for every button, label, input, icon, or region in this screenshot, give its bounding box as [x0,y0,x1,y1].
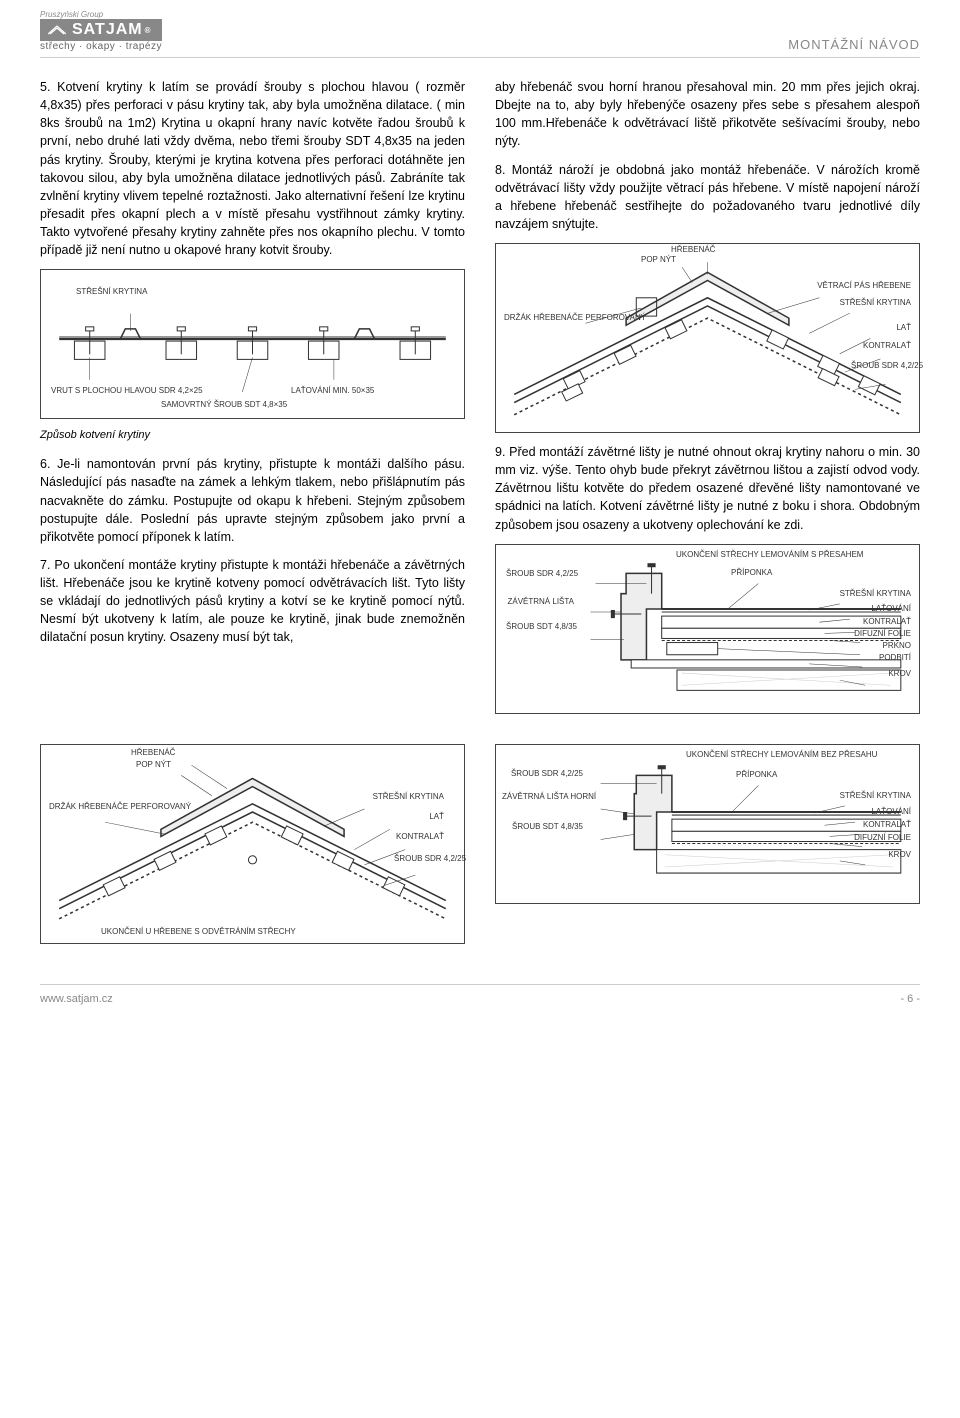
ridge-section-diagram [49,753,456,926]
fig2-krytina: STŘEŠNÍ KRYTINA [840,299,911,308]
fig5-sroub2: ŠROUB SDT 4,8/35 [508,823,583,832]
para-5: 5. Kotvení krytiny k latím se provádí šr… [40,78,465,259]
fig4-sroub: ŠROUB SDR 4,2/25 [394,855,444,864]
fig1-caption: Způsob kotvení krytiny [40,429,465,441]
fig3-krov: KROV [888,670,911,679]
fig2-sroub: ŠROUB SDR 4,2/25 [851,362,911,371]
fig3-kontralat: KONTRALAŤ [863,618,911,627]
para-7-cont: aby hřebenáč svou horní hranou přesahova… [495,78,920,151]
bottom-left: HŘEBENÁČ POP NÝT DRŽÁK HŘEBENÁČE PERFORO… [40,734,465,954]
fig4-popnyt: POP NÝT [136,761,171,770]
fig3-priponka: PŘÍPONKA [731,569,772,578]
fig5-folie: DIFUZNÍ FOLIE [854,834,911,843]
fig3-sroub1: ŠROUB SDR 4,2/25 [506,570,576,579]
fig3-sroub2: ŠROUB SDT 4,8/35 [506,623,576,632]
fig4-hrebenac: HŘEBENÁČ [131,749,175,758]
fig5-title: UKONČENÍ STŘECHY LEMOVÁNÍM BEZ PŘESAHU [686,751,856,760]
fig3-lista: ZÁVĚTRNÁ LIŠTA [502,598,574,607]
bottom-right: UKONČENÍ STŘECHY LEMOVÁNÍM BEZ PŘESAHU Š… [495,734,920,954]
fig2-lat: LAŤ [896,324,911,333]
para-8: 8. Montáž nároží je obdobná jako montáž … [495,161,920,234]
fig5-latovani: LAŤOVÁNÍ [871,808,911,817]
fig1-label-vrut: VRUT S PLOCHOU HLAVOU SDR 4,2×25 [51,387,203,396]
logo-block: Pruszyński Group SATJAM ® střechy · okap… [40,10,162,52]
fig3-title: UKONČENÍ STŘECHY LEMOVÁNÍM S PŘESAHEM [676,551,846,560]
ridge-vent-diagram [504,252,911,425]
right-column: aby hřebenáč svou horní hranou přesahova… [495,78,920,724]
footer-page: - 6 - [900,993,920,1005]
footer-url: www.satjam.cz [40,993,113,1005]
fig3-krytina: STŘEŠNÍ KRYTINA [840,590,911,599]
fig2-popnyt: POP NÝT [641,256,676,265]
para-9: 9. Před montáží závětrné lišty je nutné … [495,443,920,534]
figure-ridge-vent: HŘEBENÁČ POP NÝT DRŽÁK HŘEBENÁČE PERFORO… [495,243,920,433]
figure-verge-no-overhang: UKONČENÍ STŘECHY LEMOVÁNÍM BEZ PŘESAHU Š… [495,744,920,904]
figure-ridge-section: HŘEBENÁČ POP NÝT DRŽÁK HŘEBENÁČE PERFORO… [40,744,465,944]
para-6: 6. Je-li namontován první pás krytiny, p… [40,455,465,546]
fig3-latovani: LAŤOVÁNÍ [871,605,911,614]
figure-verge-overhang: UKONČENÍ STŘECHY LEMOVÁNÍM S PŘESAHEM ŠR… [495,544,920,714]
fig5-kontralat: KONTRALAŤ [863,821,911,830]
logo-subtitle: střechy · okapy · trapézy [40,41,162,52]
left-column: 5. Kotvení krytiny k latím se provádí šr… [40,78,465,724]
fig5-priponka: PŘÍPONKA [736,771,777,780]
roof-icon [48,24,66,36]
logo-top-text: Pruszyński Group [40,10,162,19]
fig1-label-latovani: LAŤOVÁNÍ MIN. 50×35 [291,387,374,396]
page-footer: www.satjam.cz - 6 - [40,984,920,1005]
logo-main-text: SATJAM [72,21,143,39]
fig2-kontralat: KONTRALAŤ [863,342,911,351]
logo-main: SATJAM ® [40,19,162,41]
para-7: 7. Po ukončení montáže krytiny přistupte… [40,556,465,647]
fig4-caption: UKONČENÍ U HŘEBENE S ODVĚTRÁNÍM STŘECHY [101,928,296,937]
fig5-krov: KROV [888,851,911,860]
fig4-krytina: STŘEŠNÍ KRYTINA [373,793,444,802]
fig5-sroub1: ŠROUB SDR 4,2/25 [508,770,583,779]
fig3-folie: DIFUZNÍ FOLIE [854,630,911,639]
fig4-lat: LAŤ [429,813,444,822]
fig4-kontralat: KONTRALAŤ [396,833,444,842]
fig2-vetraci: VĚTRACÍ PÁS HŘEBENE [817,282,911,291]
fig4-drzak: DRŽÁK HŘEBENÁČE PERFOROVANÝ [49,803,119,812]
figure-fastening: STŘEŠNÍ KRYTINA VRUT S PLOCHOU HLAVOU SD… [40,269,465,419]
fig5-krytina: STŘEŠNÍ KRYTINA [840,792,911,801]
header-title: MONTÁŽNÍ NÁVOD [788,37,920,52]
fig3-podbiti: PODBITÍ [879,654,911,663]
fig3-prkno: PRKNO [883,642,911,651]
fig1-label-krytina: STŘEŠNÍ KRYTINA [76,288,147,297]
fig2-drzak: DRŽÁK HŘEBENÁČE PERFOROVANÝ [504,314,574,323]
fig2-hrebenac: HŘEBENÁČ [671,246,715,255]
fig1-label-sroub: SAMOVRTNÝ ŠROUB SDT 4,8×35 [161,401,287,410]
page-header: Pruszyński Group SATJAM ® střechy · okap… [40,0,920,58]
fig5-lista: ZÁVĚTRNÁ LIŠTA HORNÍ [502,793,584,802]
